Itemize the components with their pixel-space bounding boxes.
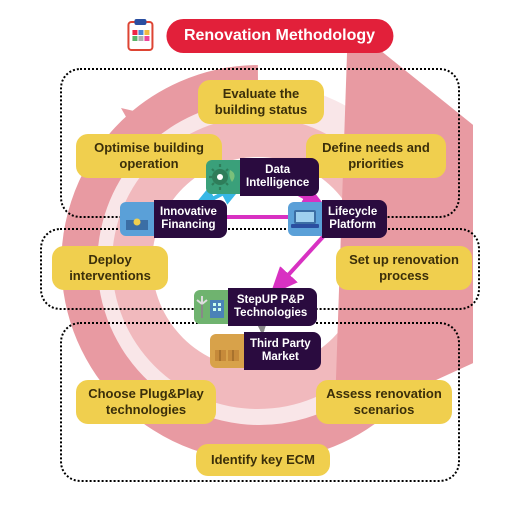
step-optimise-operation: Optimise building operation xyxy=(76,134,222,178)
step-define-needs: Define needs and priorities xyxy=(306,134,446,178)
clipboard-icon xyxy=(122,18,158,54)
core-stepup-technologies: StepUP P&PTechnologies xyxy=(194,288,317,326)
core-label: LifecyclePlatform xyxy=(322,200,387,238)
finance-icon xyxy=(120,202,154,236)
core-data-intelligence: DataIntelligence xyxy=(206,158,319,196)
gear-leaf-icon xyxy=(206,160,240,194)
boxes-icon xyxy=(210,334,244,368)
core-label: StepUP P&PTechnologies xyxy=(228,288,317,326)
step-identify-ecm: Identify key ECM xyxy=(196,444,330,476)
core-lifecycle-platform: LifecyclePlatform xyxy=(288,200,387,238)
core-label: InnovativeFinancing xyxy=(154,200,227,238)
core-innovative-financing: InnovativeFinancing xyxy=(120,200,227,238)
step-setup-process: Set up renovation process xyxy=(336,246,472,290)
laptop-icon xyxy=(288,202,322,236)
wind-building-icon xyxy=(194,290,228,324)
step-evaluate-status: Evaluate the building status xyxy=(198,80,324,124)
step-deploy-interventions: Deploy interventions xyxy=(52,246,168,290)
core-third-party-market: Third PartyMarket xyxy=(210,332,321,370)
step-assess-scenarios: Assess renovation scenarios xyxy=(316,380,452,424)
core-label: DataIntelligence xyxy=(240,158,319,196)
page-title: Renovation Methodology xyxy=(166,19,393,53)
core-label: Third PartyMarket xyxy=(244,332,321,370)
step-choose-plugplay: Choose Plug&Play technologies xyxy=(76,380,216,424)
